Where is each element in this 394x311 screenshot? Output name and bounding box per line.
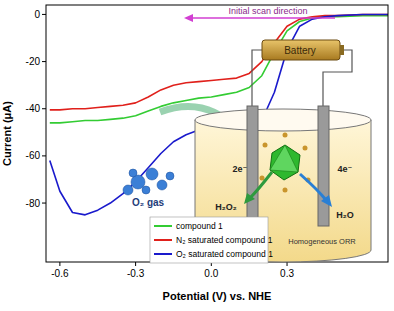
- y-tick-label: -40: [26, 103, 41, 114]
- annotation: O₂ gas: [132, 197, 165, 208]
- gas-bubble: [146, 168, 158, 180]
- x-tick: [287, 262, 288, 266]
- electrode: [247, 106, 258, 226]
- atom: [283, 188, 288, 193]
- x-tick-label: 0.3: [280, 268, 294, 279]
- gas-bubble: [123, 185, 133, 195]
- battery: [262, 40, 340, 60]
- y-tick-label: -60: [26, 150, 41, 161]
- beaker-rim: [195, 109, 371, 131]
- y-tick: [42, 61, 46, 62]
- annotation: 2e⁻: [233, 164, 248, 174]
- y-tick: [42, 108, 46, 109]
- legend-label: compound 1: [176, 221, 223, 231]
- legend-label: N₂ saturated compound 1: [176, 235, 273, 245]
- atom: [263, 143, 268, 148]
- annotation: Homogeneous ORR: [288, 237, 356, 246]
- annotation: Initial scan direction: [228, 6, 307, 16]
- legend: compound 1 N₂ saturated compound 1 O₂ satu…: [150, 217, 273, 263]
- x-axis-label: Potential (V) vs. NHE: [163, 290, 272, 302]
- atom: [303, 146, 308, 151]
- legend-label: O₂ saturated compound 1: [176, 249, 273, 259]
- gas-bubble: [129, 169, 137, 177]
- electrode: [318, 106, 329, 226]
- x-tick-label: 0.0: [204, 268, 218, 279]
- reaction-arrowhead: [244, 193, 255, 204]
- molecule: [260, 133, 311, 193]
- plot-frame: [46, 5, 388, 262]
- legend-swatch: [154, 239, 172, 241]
- y-tick-label: -80: [26, 198, 41, 209]
- page: {"chart_data": { "type": "line", "x_labe…: [0, 0, 394, 311]
- x-tick-label: -0.6: [51, 268, 69, 279]
- atom: [283, 133, 288, 138]
- gas-bubble: [157, 180, 167, 190]
- y-tick: [42, 14, 46, 15]
- y-tick-label: -20: [26, 56, 41, 67]
- y-axis-label: Current (μA): [1, 101, 13, 166]
- series-line: [50, 14, 388, 109]
- reaction-arrow: [300, 174, 326, 200]
- y-tick: [42, 203, 46, 204]
- x-tick-label: -0.3: [127, 268, 145, 279]
- chart: -0.6 -0.3 0.0 0.3 0 -20 -40 -60 -80 Potential (V)…: [0, 0, 394, 311]
- y-tick: [42, 155, 46, 156]
- reaction-arrowhead: [321, 195, 332, 207]
- annotation: H₂O₂: [215, 202, 237, 212]
- wire: [252, 50, 262, 106]
- annotation: Battery: [284, 45, 316, 56]
- atom: [260, 176, 265, 181]
- polyhedron-face: [270, 145, 298, 172]
- scan-arrowhead: [184, 14, 193, 22]
- polyhedron: [270, 145, 300, 180]
- x-tick: [59, 262, 60, 266]
- annotation: 4e⁻: [338, 164, 353, 174]
- y-tick-label: 0: [34, 9, 40, 20]
- legend-swatch: [154, 225, 172, 227]
- x-tick: [135, 262, 136, 266]
- gas-bubble: [166, 172, 174, 180]
- legend-swatch: [154, 253, 172, 255]
- battery-cap: [340, 45, 344, 55]
- reaction-arrow: [250, 172, 272, 198]
- gas-bubble: [142, 186, 150, 194]
- annotation: H₂O: [336, 210, 354, 220]
- scan-arrow: [190, 17, 335, 19]
